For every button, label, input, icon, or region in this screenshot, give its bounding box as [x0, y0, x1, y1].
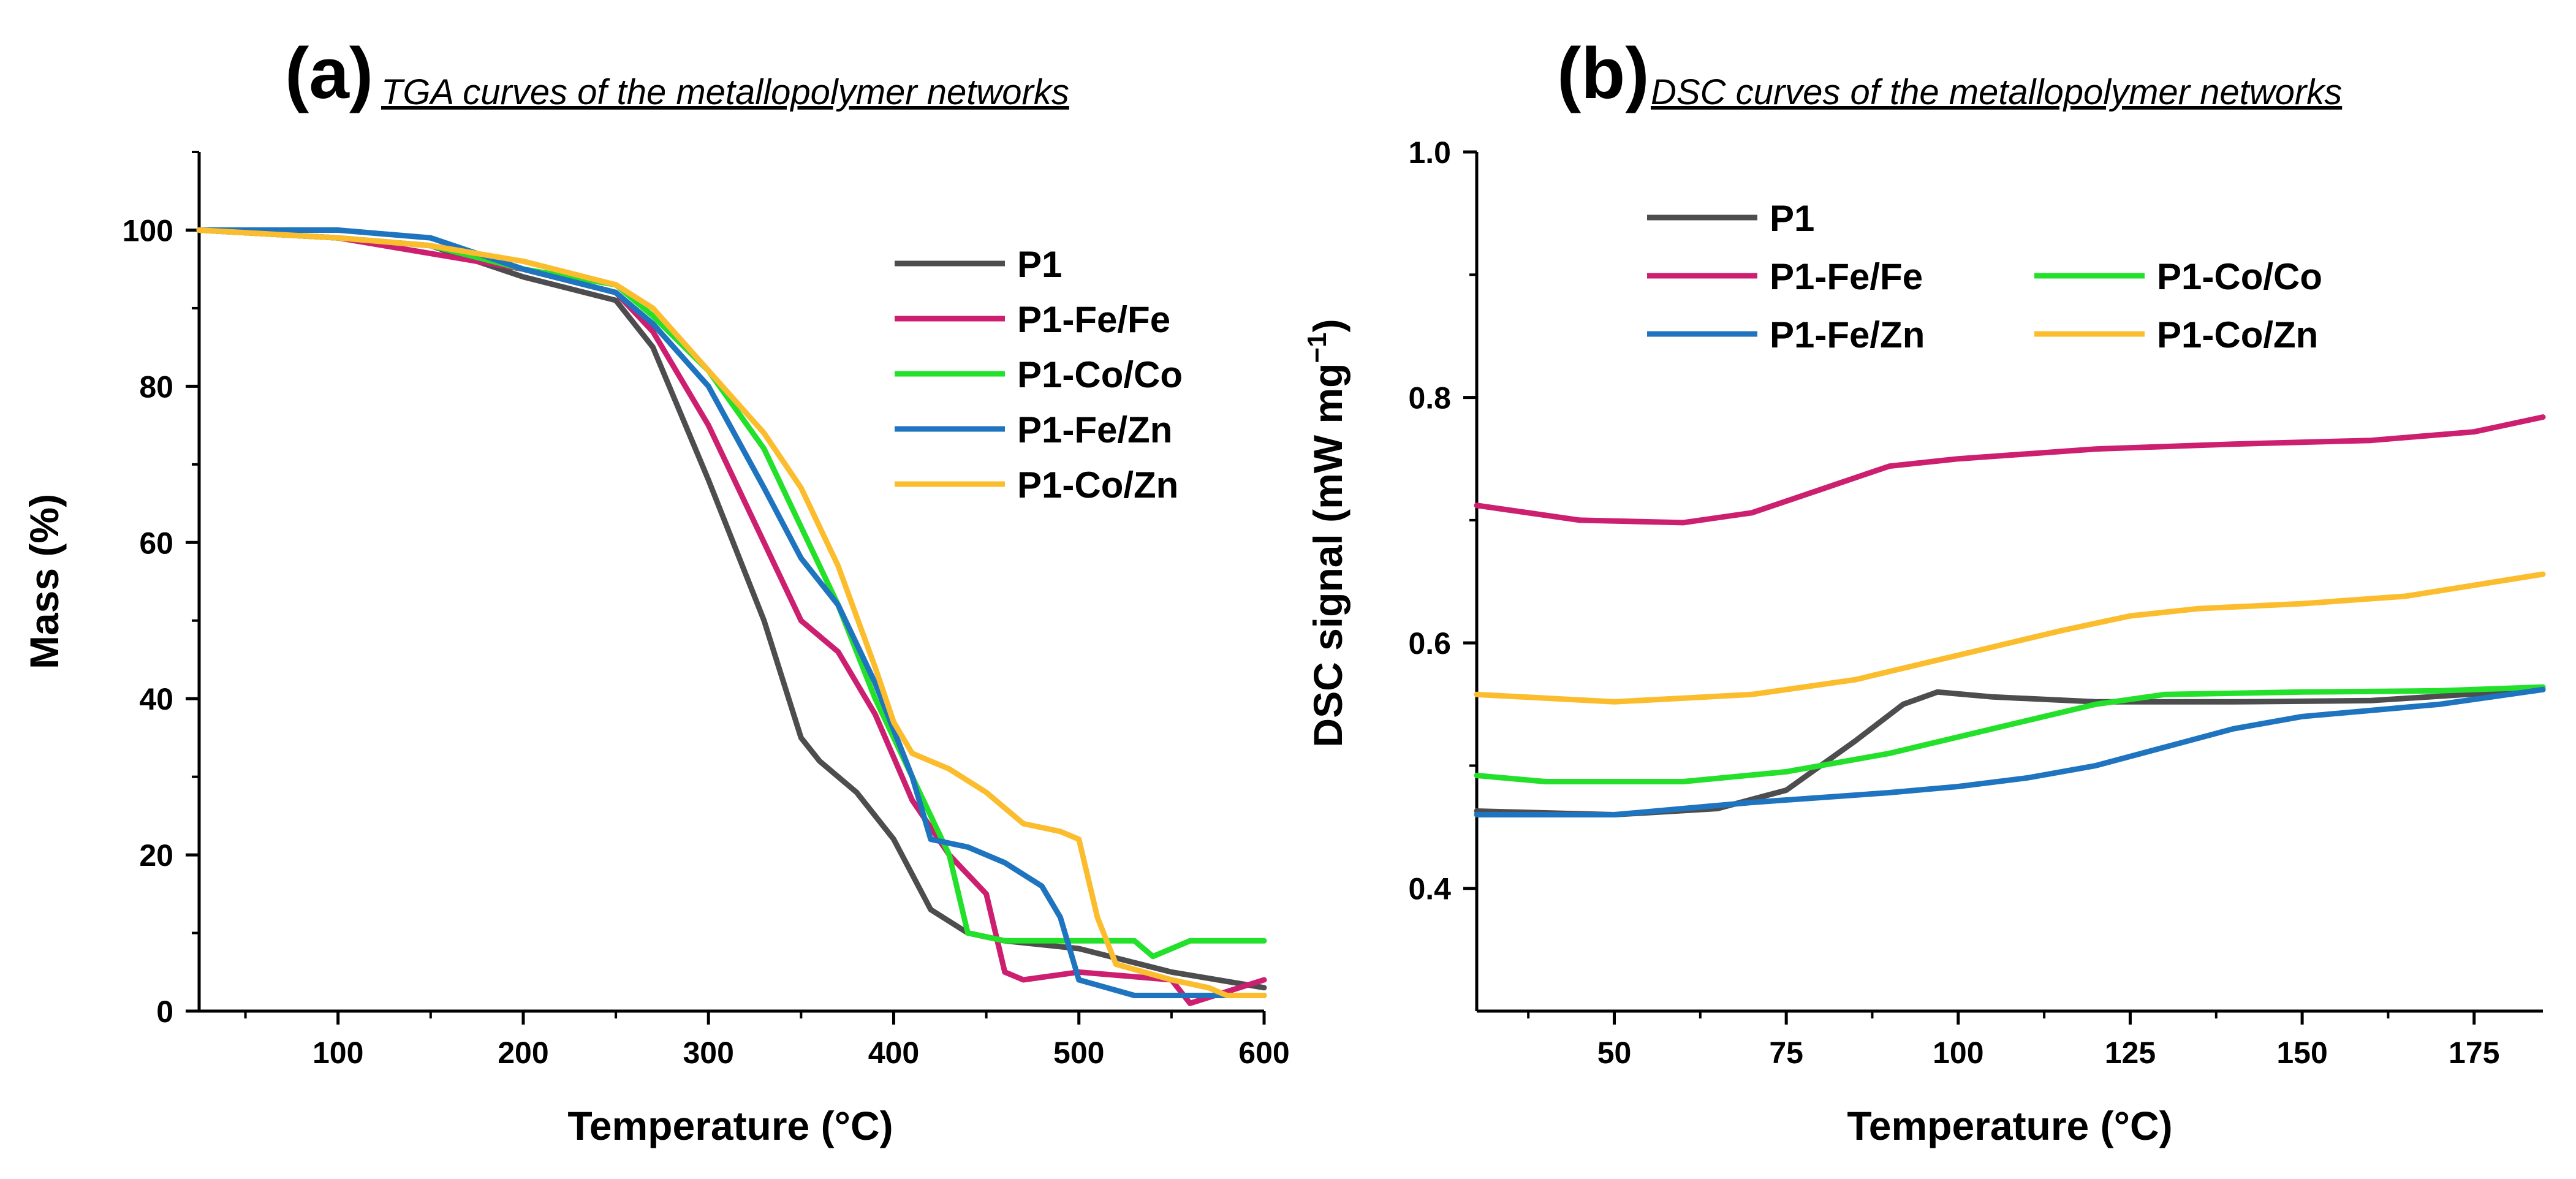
panel-a-x-tick-label: 400: [868, 1036, 919, 1070]
panel-b-line-p1-fe-zn: [1474, 686, 2546, 817]
panel-a-legend-label-p1-co-zn: P1-Co/Zn: [1017, 464, 1178, 506]
panel-a-x-axis-label: Temperature (°C): [567, 1103, 893, 1148]
panel-b-y-axis-label: DSC signal (mW mg−1): [1302, 319, 1351, 747]
panel-b-legend-label-p1: P1: [1770, 198, 1814, 239]
panel-a-y-tick-label: 0: [156, 995, 173, 1029]
panel-b-x-tick-label: 125: [2105, 1036, 2156, 1070]
panel-b-legend-label-p1-co-zn: P1-Co/Zn: [2157, 314, 2318, 355]
panel-a-tga: (a) TGA curves of the metallopolymer net…: [21, 33, 1290, 1148]
panel-b-y-tick-label: 0.8: [1408, 381, 1451, 415]
panel-a-legend-label-p1-fe-zn: P1-Fe/Zn: [1017, 409, 1172, 450]
panel-b-x-axis-label: Temperature (°C): [1847, 1103, 2172, 1148]
panel-a-line-p1-co-zn: [196, 227, 1267, 998]
panel-b-y-axis-label-superscript: −1: [1302, 332, 1332, 363]
panel-a-legend-label-p1-co-co: P1-Co/Co: [1017, 354, 1183, 395]
panel-a-x-tick-label: 200: [498, 1036, 548, 1070]
panel-a-line-p1-fe-zn: [196, 227, 1267, 998]
panel-b-legend-label-p1-co-co: P1-Co/Co: [2157, 256, 2322, 297]
panel-b-x-ticks: 50 75 100 125 150 175: [1527, 1011, 2499, 1070]
panel-b-x-tick-label: 50: [1597, 1036, 1632, 1070]
panel-a-x-ticks: 100 200 300 400 500 600: [244, 1011, 1290, 1070]
panel-a-x-tick-label: 600: [1238, 1036, 1289, 1070]
panel-b-y-axis-label-main: DSC signal (mW mg: [1305, 363, 1351, 748]
panel-a-y-tick-label: 20: [139, 838, 173, 873]
panel-a-y-tick-label: 100: [123, 213, 173, 248]
panel-a-y-tick-label: 40: [139, 682, 173, 716]
panel-b-y-ticks: 0.4 0.6 0.8 1.0: [1408, 135, 1477, 906]
panel-b-series-lines: [1474, 414, 2546, 817]
panel-b-y-tick-label: 0.6: [1408, 626, 1451, 661]
panel-b-legend: P1 P1-Fe/Fe P1-Co/Co P1-Fe/Zn P1-Co/Zn: [1647, 198, 2322, 355]
panel-b-x-tick-label: 100: [1933, 1036, 1983, 1070]
panel-b-x-tick-label: 175: [2449, 1036, 2499, 1070]
panel-a-y-ticks: 0 20 40 60 80 100: [123, 151, 199, 1029]
panel-b-legend-label-p1-fe-fe: P1-Fe/Fe: [1770, 256, 1923, 297]
panel-a-x-tick-label: 500: [1053, 1036, 1104, 1070]
panel-a-series-lines: [196, 227, 1267, 1006]
panel-b-y-axis-label-close: ): [1305, 319, 1351, 332]
panel-a-y-tick-label: 80: [139, 370, 173, 404]
panel-b-line-p1-co-co: [1474, 684, 2546, 784]
panel-a-legend-label-p1: P1: [1017, 244, 1062, 285]
panel-a-letter: (a): [285, 33, 373, 114]
panel-b-letter: (b): [1557, 33, 1650, 114]
panel-a-legend: P1 P1-Fe/Fe P1-Co/Co P1-Fe/Zn P1-Co/Zn: [895, 244, 1183, 506]
panel-b-y-tick-label: 1.0: [1408, 135, 1451, 170]
panel-b-x-tick-label: 150: [2276, 1036, 2327, 1070]
panel-b-line-p1-co-zn: [1474, 571, 2546, 705]
panel-b-dsc: (b) DSC curves of the metallopolymer net…: [1302, 33, 2546, 1148]
panel-a-y-tick-label: 60: [139, 526, 173, 560]
panel-a-y-axis-label: Mass (%): [21, 494, 67, 669]
panel-a-legend-label-p1-fe-fe: P1-Fe/Fe: [1017, 299, 1170, 340]
panel-b-legend-label-p1-fe-zn: P1-Fe/Zn: [1770, 314, 1925, 355]
panel-a-line-p1-fe-fe: [196, 227, 1267, 1006]
panel-a-x-tick-label: 300: [683, 1036, 733, 1070]
panel-a-x-tick-label: 100: [313, 1036, 363, 1070]
panel-a-title: TGA curves of the metallopolymer network…: [381, 72, 1069, 112]
panel-b-line-p1-fe-fe: [1474, 414, 2546, 526]
panel-b-title: DSC curves of the metallopolymer network…: [1651, 72, 2342, 112]
panel-b-x-tick-label: 75: [1769, 1036, 1803, 1070]
panel-b-y-tick-label: 0.4: [1408, 872, 1451, 906]
panel-a-line-p1: [196, 227, 1267, 991]
